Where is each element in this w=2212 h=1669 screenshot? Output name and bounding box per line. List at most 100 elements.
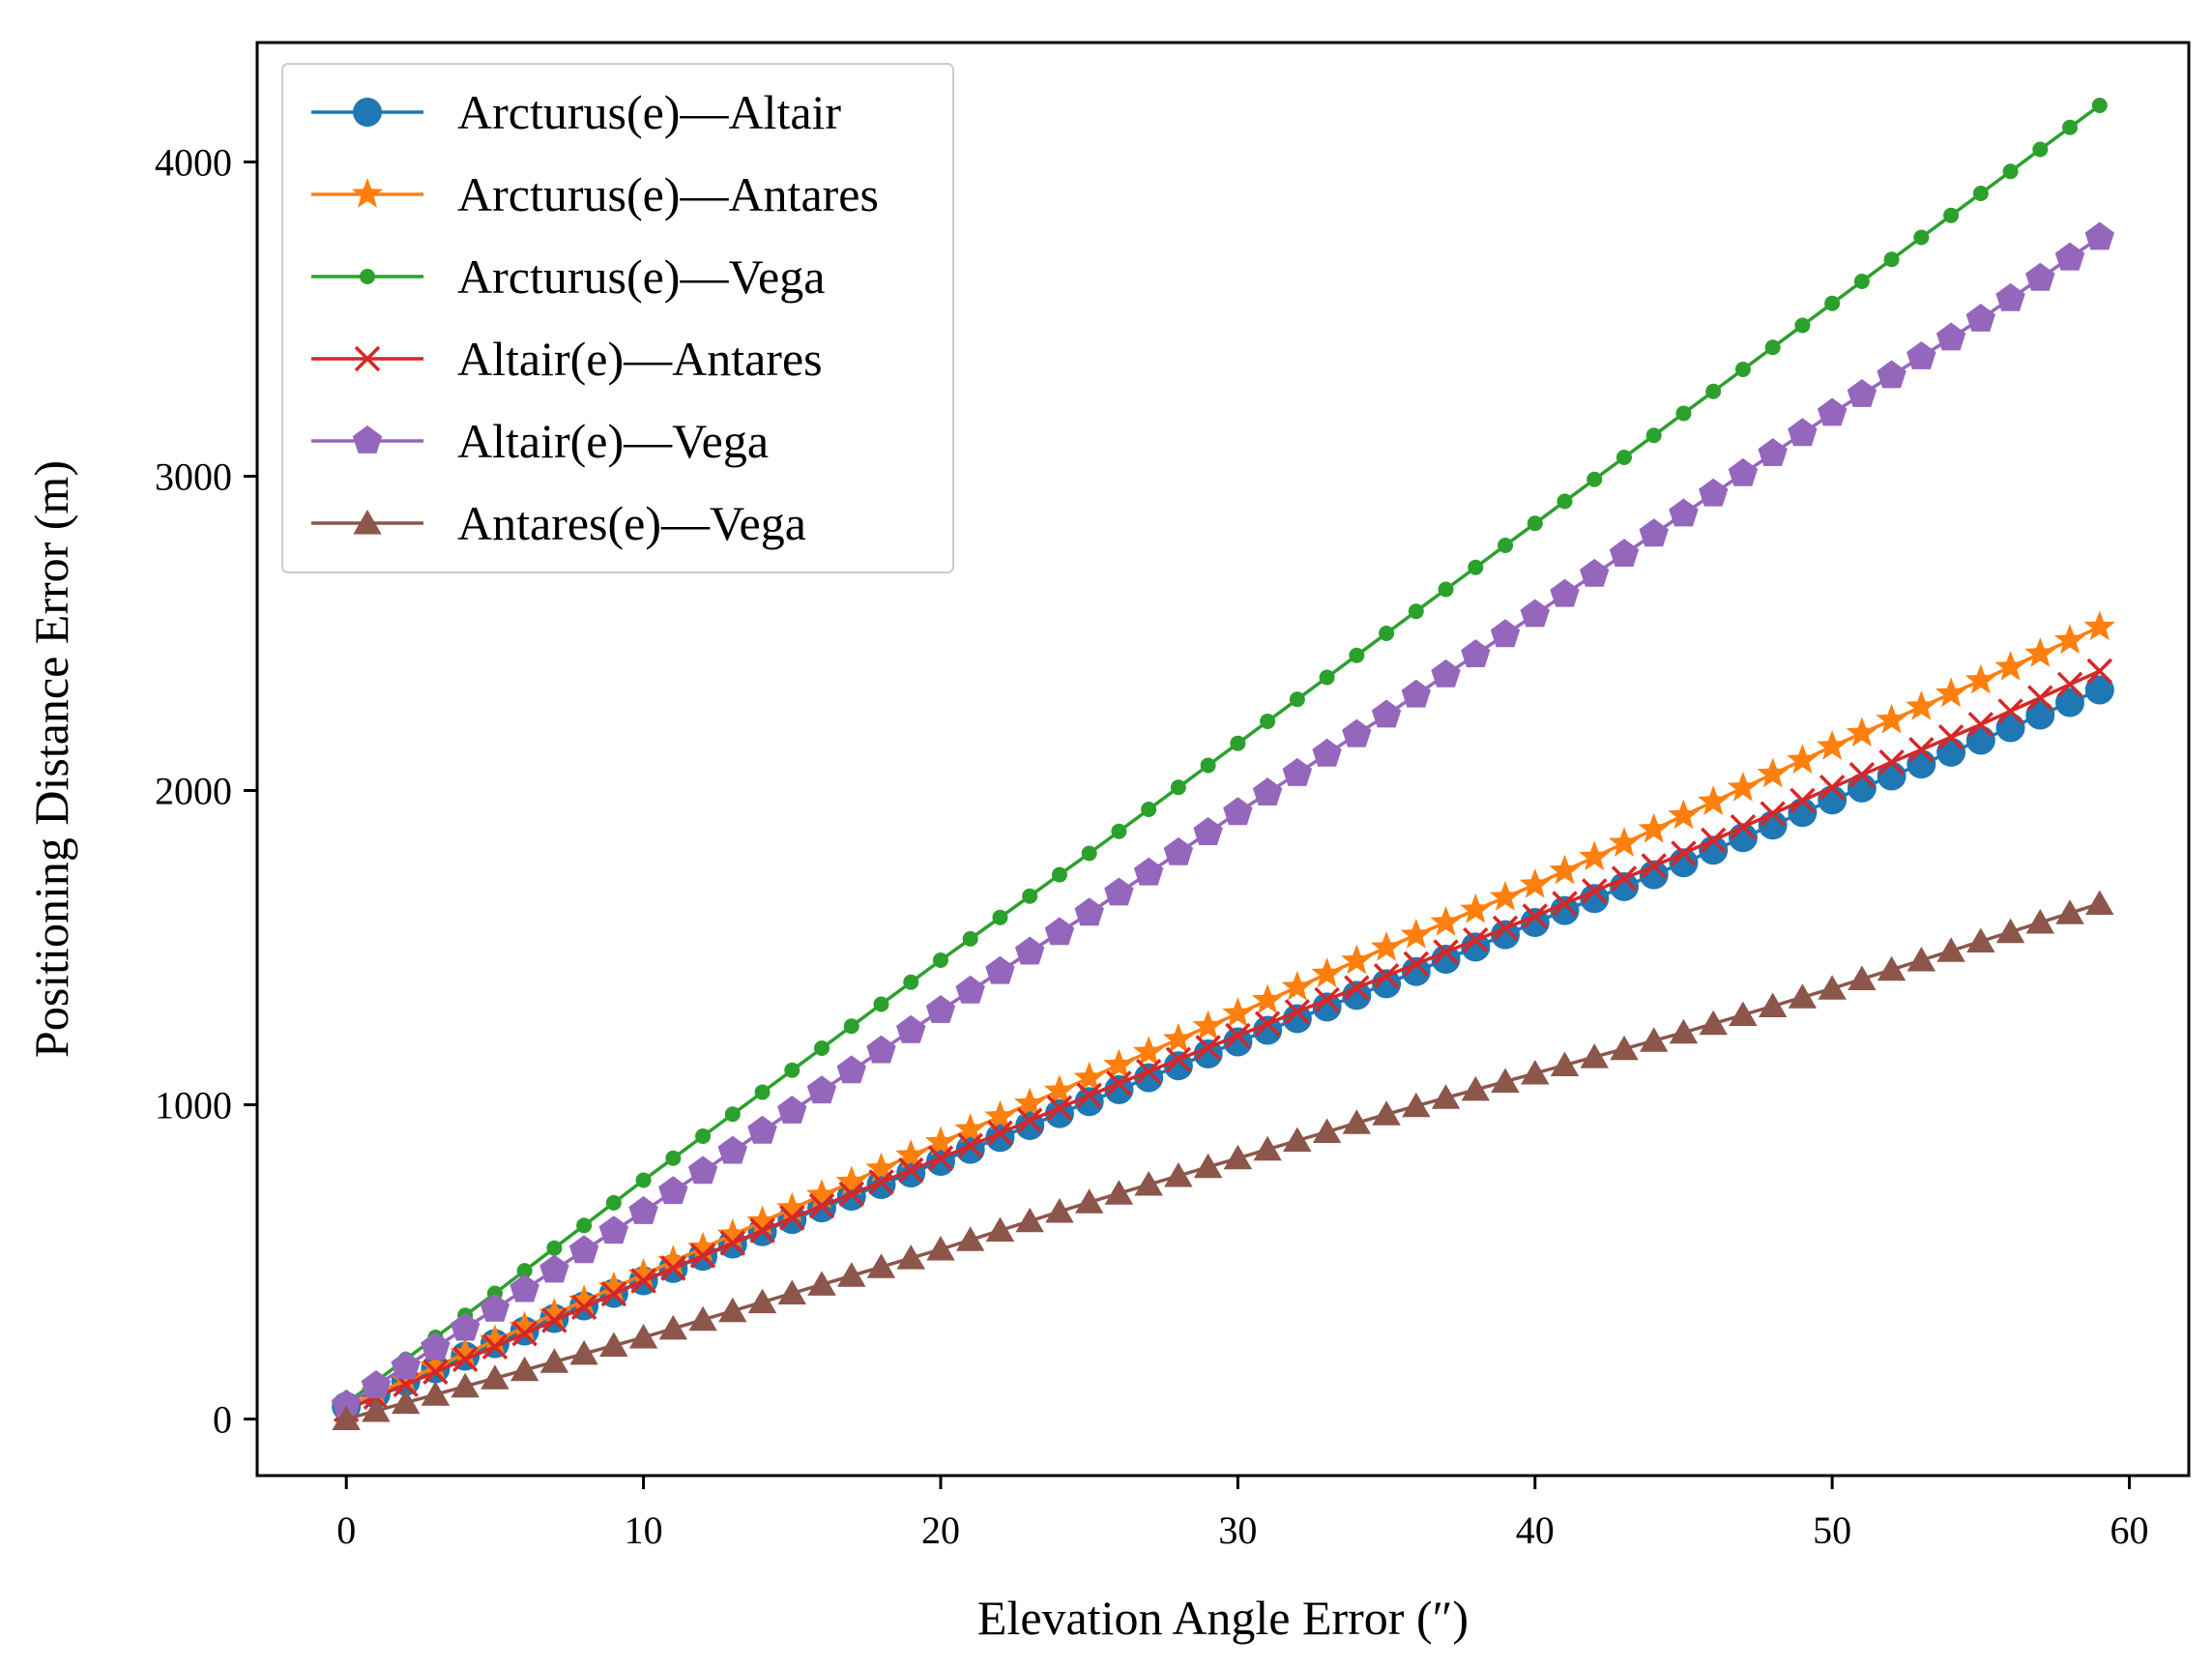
data-point [1106, 1070, 1132, 1097]
data-point [511, 1320, 538, 1347]
data-point [1669, 1018, 1699, 1044]
data-point [1431, 659, 1461, 688]
data-point [1170, 779, 1186, 796]
data-point [1935, 677, 1967, 708]
data-point [1521, 1060, 1550, 1085]
data-point [985, 1216, 1015, 1242]
data-point [1608, 827, 1641, 857]
data-point [2025, 909, 2054, 934]
y-tick-label: 3000 [155, 455, 232, 499]
x-marker-stroke [808, 1192, 835, 1219]
legend-item: Antares(e)—Vega [311, 496, 806, 550]
x-marker-stroke [1700, 827, 1727, 854]
data-point [1283, 1127, 1312, 1152]
data-point [1431, 1084, 1461, 1109]
data-point [1994, 650, 2026, 681]
data-point [2086, 658, 2113, 685]
data-point [1015, 1207, 1044, 1233]
data-point [1520, 908, 1550, 937]
data-point [1550, 578, 1580, 607]
legend-label: Antares(e)—Vega [457, 496, 806, 550]
data-point [1760, 801, 1786, 827]
data-point [1372, 969, 1402, 999]
x-tick-label: 10 [625, 1508, 663, 1552]
data-point [747, 1115, 777, 1144]
x-marker-stroke [1165, 1046, 1192, 1072]
data-point [1230, 735, 1246, 751]
data-point [576, 1217, 593, 1234]
data-point [1046, 1095, 1073, 1121]
data-point [2056, 671, 2083, 698]
data-point [1937, 724, 1965, 750]
data-point [480, 1364, 509, 1390]
data-point [451, 1312, 480, 1341]
data-point [987, 1120, 1013, 1146]
data-point [776, 1191, 808, 1222]
data-point [718, 1297, 747, 1323]
data-point [362, 1397, 391, 1422]
x-marker-stroke [1581, 878, 1608, 904]
data-point [1200, 757, 1216, 774]
data-point [896, 1014, 926, 1043]
x-marker-stroke [927, 1145, 954, 1171]
data-point [1908, 737, 1935, 763]
data-point [481, 1333, 509, 1360]
data-point [777, 1279, 806, 1304]
data-point [1431, 945, 1461, 975]
x-marker-stroke [1314, 986, 1340, 1013]
data-point [1498, 538, 1514, 553]
data-point [2025, 700, 2055, 730]
data-point [2054, 242, 2085, 271]
data-point [1164, 1162, 1193, 1187]
data-point [1995, 282, 2025, 311]
data-point [1043, 1074, 1076, 1104]
data-point [1401, 956, 1431, 986]
data-point [1349, 647, 1365, 663]
data-point [600, 1280, 627, 1307]
x-marker-stroke [1076, 1082, 1102, 1108]
legend-label: Altair(e)—Antares [457, 332, 823, 386]
data-point [2055, 688, 2085, 717]
data-point [1491, 920, 1521, 950]
data-point [1074, 1087, 1104, 1117]
data-point [421, 1381, 451, 1406]
data-point [689, 1243, 716, 1269]
data-point [391, 1351, 421, 1380]
data-point [1460, 893, 1492, 923]
data-point [1734, 362, 1751, 377]
data-point [903, 974, 919, 990]
x-tick-label: 20 [921, 1508, 960, 1552]
data-point [1824, 295, 1841, 311]
data-point [1344, 975, 1370, 1001]
data-point [1846, 717, 1877, 747]
data-point [1489, 881, 1522, 911]
data-point [956, 1226, 985, 1251]
data-point [1408, 603, 1424, 620]
x-marker-stroke [1135, 1058, 1162, 1085]
data-point [1817, 730, 1848, 760]
data-point [1463, 926, 1489, 953]
data-point [835, 1165, 867, 1196]
data-point [896, 1244, 925, 1270]
data-point [1847, 379, 1877, 407]
series-3 [333, 658, 2113, 1422]
data-point [627, 1258, 659, 1288]
data-point [814, 1040, 830, 1056]
data-point [1700, 827, 1727, 854]
legend-marker [360, 269, 375, 284]
data-point [955, 975, 985, 1004]
data-point [954, 1113, 986, 1143]
data-point [1906, 341, 1936, 369]
data-point [716, 1218, 748, 1248]
data-point [1610, 1035, 1639, 1061]
x-marker-stroke [779, 1205, 805, 1231]
legend-marker [351, 178, 384, 208]
data-point [1995, 918, 2025, 944]
data-point [1549, 854, 1581, 885]
data-point [1074, 897, 1104, 926]
data-point [1967, 712, 1994, 738]
data-point [1729, 1001, 1758, 1026]
data-point [2055, 899, 2084, 924]
data-point [962, 930, 978, 947]
data-point [1758, 992, 1788, 1017]
